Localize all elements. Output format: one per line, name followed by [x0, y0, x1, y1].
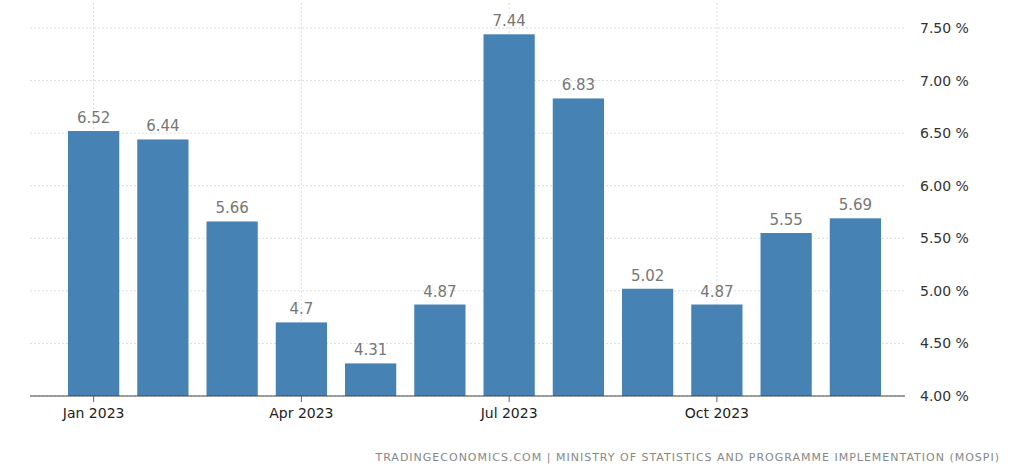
bar [68, 131, 119, 396]
x-tick-label: Apr 2023 [269, 405, 333, 421]
data-label: 5.02 [631, 267, 664, 285]
data-label: 4.7 [289, 300, 313, 318]
x-tick [93, 396, 94, 402]
source-note: TRADINGECONOMICS.COM | MINISTRY OF STATI… [374, 451, 1000, 464]
bar [207, 221, 258, 396]
bar [276, 322, 327, 396]
bar [414, 305, 465, 396]
y-grid-line [30, 80, 905, 81]
data-label: 4.87 [423, 283, 456, 301]
data-label: 5.66 [215, 199, 248, 217]
x-tick-label: Jan 2023 [62, 405, 125, 421]
y-tick-label: 5.50 % [920, 230, 969, 246]
chart-svg: 4.00 % 4.50 % 5.00 % 5.50 % 6.00 % 6.50 % 7.00… [0, 0, 1024, 476]
y-grid-line [30, 396, 905, 397]
data-label: 6.44 [146, 117, 179, 135]
x-axis: Jan 2023 Apr 2023 Jul 2023 Oct 2023 [62, 3, 749, 421]
chart-root: 4.00 % 4.50 % 5.00 % 5.50 % 6.00 % 6.50 % 7.00… [0, 0, 1024, 476]
data-label: 6.52 [77, 109, 110, 127]
bar [691, 305, 742, 396]
x-tick [716, 396, 717, 402]
x-tick-label: Jul 2023 [480, 405, 538, 421]
data-label: 4.31 [354, 341, 387, 359]
data-label: 7.44 [492, 12, 525, 30]
data-label: 5.55 [769, 211, 802, 229]
bar [484, 34, 535, 396]
bars [68, 34, 881, 396]
data-label: 5.69 [839, 196, 872, 214]
y-tick-label: 4.00 % [920, 388, 969, 404]
data-label: 4.87 [700, 283, 733, 301]
y-grid-line [30, 28, 905, 29]
bar [345, 363, 396, 396]
y-tick-label: 4.50 % [920, 335, 969, 351]
y-tick-label: 7.50 % [920, 20, 969, 36]
data-label: 6.83 [562, 76, 595, 94]
bar [761, 233, 812, 396]
bar [553, 98, 604, 396]
x-tick [301, 396, 302, 402]
bar [830, 218, 881, 396]
y-tick-label: 7.00 % [920, 73, 969, 89]
x-tick [509, 396, 510, 402]
bar [622, 289, 673, 396]
y-tick-label: 6.50 % [920, 125, 969, 141]
y-tick-label: 5.00 % [920, 283, 969, 299]
x-axis-line [30, 396, 905, 397]
x-tick-label: Oct 2023 [685, 405, 749, 421]
y-tick-label: 6.00 % [920, 178, 969, 194]
bar [137, 139, 188, 396]
y-grid [30, 28, 905, 396]
